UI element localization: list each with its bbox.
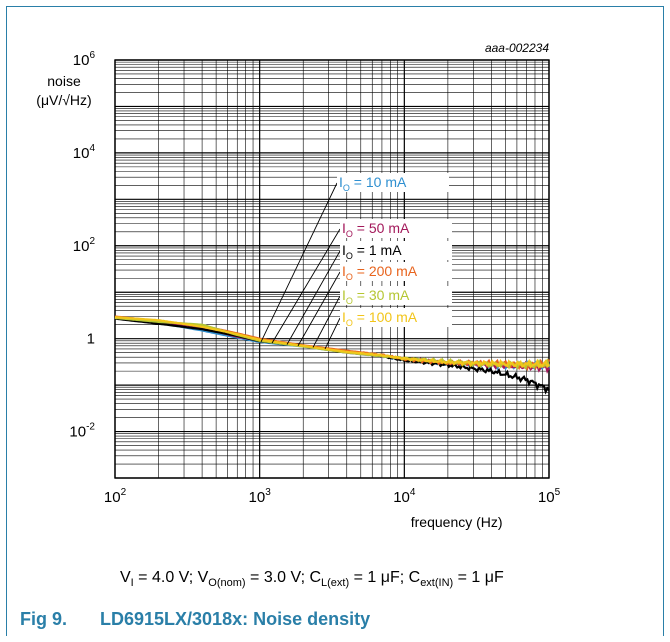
series-line (114, 316, 550, 369)
legend-label-bg (340, 308, 452, 327)
legend-label: IO = 50 mA (342, 220, 410, 239)
x-tick-label: 103 (249, 487, 272, 506)
legend-label: IO = 200 mA (342, 263, 418, 282)
x-tick-label: 104 (393, 487, 416, 506)
series-line (114, 317, 550, 395)
y-tick-label: 1 (87, 331, 95, 348)
y-axis-label: noise (47, 73, 81, 89)
figure-frame (6, 6, 664, 636)
figure-title: LD6915LX/3018x: Noise density (100, 609, 371, 629)
y-tick-label: 104 (73, 143, 96, 162)
test-conditions: VI = 4.0 V; VO(nom) = 3.0 V; CL(ext) = 1… (120, 569, 504, 590)
legend-leader-line (271, 228, 341, 344)
grid-lines (114, 59, 550, 479)
legend-leader-line (324, 317, 341, 350)
y-tick-label: 10-2 (69, 422, 95, 441)
legend-label-bg (340, 241, 452, 260)
x-tick-label: 105 (538, 487, 561, 506)
legend-label-bg (340, 286, 452, 305)
legend-leader-line (260, 182, 338, 343)
legend-label: IO = 10 mA (339, 174, 407, 193)
legend-label-bg (340, 262, 452, 281)
y-axis-label: (μV/√Hz) (36, 92, 91, 108)
legend-leader-line (297, 271, 341, 347)
series-curves (114, 315, 551, 395)
plot-area-border (114, 59, 550, 479)
legend-label: IO = 30 mA (342, 287, 410, 306)
legend-label-bg (337, 173, 449, 192)
legend-label-bg (340, 219, 452, 238)
x-axis-label: frequency (Hz) (411, 514, 503, 530)
legend-label: IO = 100 mA (342, 309, 418, 328)
figure-number: Fig 9. (20, 609, 68, 629)
legend: IO = 10 mA IO = 50 mA IO = 1 mA IO = 200 mA… (260, 173, 452, 350)
noise-density-chart: 102 103 104 105 106 104 102 1 10-2 noise (μV/√Hz) f… (36, 41, 561, 530)
y-tick-label: 106 (73, 50, 96, 69)
legend-label: IO = 1 mA (342, 242, 402, 261)
y-tick-label: 102 (73, 236, 96, 255)
x-tick-label: 102 (104, 487, 127, 506)
legend-leader-line (312, 295, 341, 348)
figure-caption: Fig 9. LD6915LX/3018x: Noise density (20, 609, 370, 630)
figure-id-label: aaa-002234 (485, 41, 549, 55)
legend-leader-line (286, 250, 341, 345)
